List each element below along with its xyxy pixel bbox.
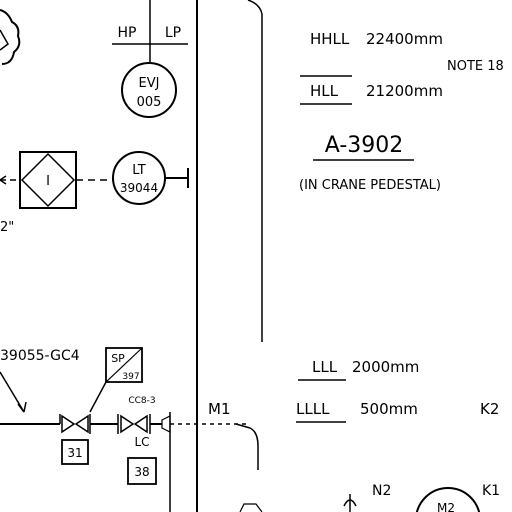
evj-bubble[interactable]: [121, 62, 177, 118]
lt-number: 39044: [120, 181, 158, 195]
lll-label: LLL: [312, 358, 338, 376]
flow-arrow-icon: [17, 401, 27, 413]
interlock-diamond: [20, 152, 76, 208]
size-label: 2": [0, 220, 14, 235]
m2-manhole[interactable]: [415, 487, 481, 512]
arrow-left-icon: [0, 175, 7, 185]
sp-leader: [89, 381, 107, 413]
nozzle-k1: K1: [482, 483, 500, 499]
partial-triangle-symbol: [0, 29, 9, 51]
hll-label: HLL: [310, 82, 339, 100]
vessel-tag: A-3902: [325, 133, 404, 158]
nozzle-n2: N2: [372, 483, 391, 499]
llll-value: 500mm: [360, 400, 418, 418]
lt-bubble[interactable]: [112, 151, 166, 205]
vessel-location: (IN CRANE PEDESTAL): [299, 178, 441, 193]
hll-value: 21200mm: [366, 82, 443, 100]
level-column: [247, 0, 263, 342]
sp-tag: SP: [111, 352, 125, 365]
box-31-label: 31: [67, 446, 82, 460]
hhll-label: HHLL: [310, 30, 350, 48]
m2-label: M2: [437, 501, 455, 512]
valve-1-left[interactable]: [61, 414, 76, 434]
revision-cloud: [0, 9, 21, 65]
bottom-left-fitting: [239, 503, 263, 512]
valve-ref: CC8-3: [128, 396, 155, 406]
box-31[interactable]: [61, 439, 89, 465]
box-38[interactable]: [127, 457, 157, 485]
pipe-diagonal: [0, 371, 25, 413]
valve-2-right[interactable]: [133, 414, 148, 434]
nozzle-m1: M1: [208, 400, 231, 418]
lc-label: LC: [134, 435, 149, 449]
lt-tag: LT: [132, 163, 145, 178]
sp-number: 397: [122, 372, 139, 382]
lp-label: LP: [165, 25, 181, 41]
valve-2-left[interactable]: [120, 414, 135, 434]
hp-label: HP: [118, 25, 137, 41]
interlock-symbol: I: [46, 174, 50, 189]
line-number: 39055-GC4: [0, 348, 80, 364]
lll-value: 2000mm: [352, 358, 419, 376]
nozzle-k2: K2: [480, 400, 499, 418]
valve-1-right[interactable]: [74, 414, 89, 434]
llll-label: LLLL: [296, 400, 330, 418]
hhll-value: 22400mm: [366, 30, 443, 48]
evj-number: 005: [137, 95, 162, 110]
reducer: [161, 415, 171, 433]
sp-diagonal: [105, 347, 143, 383]
nozzle-m1-bend: [235, 423, 259, 470]
evj-tag: EVJ: [139, 76, 160, 91]
note-label: NOTE 18: [447, 59, 504, 74]
box-38-label: 38: [134, 465, 149, 479]
